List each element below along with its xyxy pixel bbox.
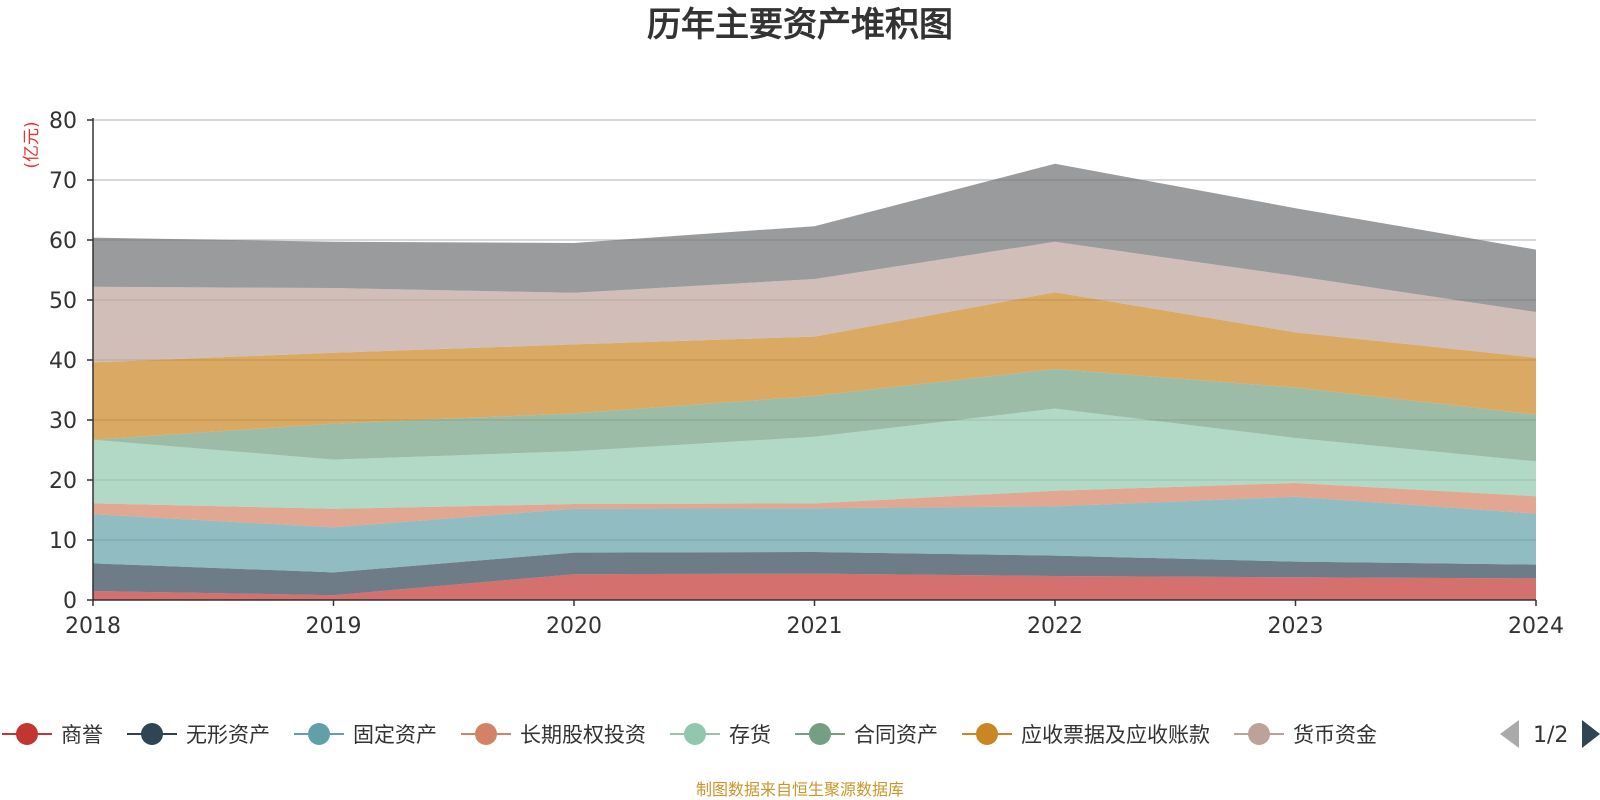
axes: 0 10 20 30 40 50 60 70 80 2018 2019 2020 2021 2022 202… (49, 109, 1564, 639)
legend-label: 长期股权投资 (520, 723, 646, 747)
area-series-8[interactable] (93, 163, 1536, 312)
chart-title: 历年主要资产堆积图 (647, 5, 953, 45)
legend-marker (976, 723, 998, 745)
legend-item-3[interactable]: 长期股权投资 (461, 723, 646, 747)
legend-label: 合同资产 (854, 723, 938, 747)
y-tick-label: 10 (49, 529, 77, 554)
x-tick-label: 2018 (65, 614, 121, 639)
legend-item-5[interactable]: 合同资产 (795, 723, 938, 747)
legend: 商誉 无形资产 固定资产 长期股权投资 存货 合同资产 应收票据及应收账款 货币资金 1/2 (2, 720, 1600, 748)
x-tick-label: 2021 (787, 614, 843, 639)
legend-next-icon[interactable] (1582, 720, 1600, 748)
y-tick-label: 20 (49, 469, 77, 494)
legend-marker (684, 723, 706, 745)
legend-marker (141, 723, 163, 745)
legend-marker (16, 723, 38, 745)
y-tick-label: 0 (63, 589, 77, 614)
x-tick-label: 2022 (1027, 614, 1083, 639)
legend-item-0[interactable]: 商誉 (2, 723, 103, 747)
legend-label: 货币资金 (1293, 723, 1377, 747)
area-series-6[interactable] (93, 292, 1536, 440)
area-series-3[interactable] (93, 483, 1536, 528)
legend-item-6[interactable]: 应收票据及应收账款 (962, 723, 1210, 747)
y-tick-label: 40 (49, 349, 77, 374)
legend-prev-icon[interactable] (1500, 720, 1519, 748)
y-tick-label: 30 (49, 409, 77, 434)
y-tick-label: 50 (49, 289, 77, 314)
legend-label: 存货 (729, 723, 771, 747)
legend-label: 无形资产 (186, 723, 270, 747)
legend-label: 固定资产 (353, 723, 437, 747)
y-tick-label: 80 (49, 109, 77, 134)
area-series-7[interactable] (93, 241, 1536, 363)
x-tick-label: 2024 (1508, 614, 1564, 639)
legend-marker (475, 723, 497, 745)
legend-label: 应收票据及应收账款 (1021, 723, 1210, 747)
legend-item-2[interactable]: 固定资产 (294, 723, 437, 747)
x-tick-label: 2020 (546, 614, 602, 639)
legend-item-4[interactable]: 存货 (670, 723, 771, 747)
area-series-0[interactable] (93, 573, 1536, 600)
area-series-1[interactable] (93, 552, 1536, 596)
legend-item-7[interactable]: 货币资金 (1234, 723, 1377, 747)
legend-marker (308, 723, 330, 745)
legend-label: 商誉 (61, 723, 103, 747)
area-series-2[interactable] (93, 496, 1536, 573)
series-areas (93, 163, 1536, 600)
data-source-note: 制图数据来自恒生聚源数据库 (696, 780, 904, 799)
y-tick-label: 70 (49, 169, 77, 194)
legend-marker (1248, 723, 1270, 745)
x-tick-label: 2023 (1268, 614, 1324, 639)
area-series-5[interactable] (93, 369, 1536, 462)
y-axis-unit-label: (亿元) (22, 121, 42, 168)
area-series-4[interactable] (93, 408, 1536, 509)
legend-item-1[interactable]: 无形资产 (127, 723, 270, 747)
y-tick-label: 60 (49, 229, 77, 254)
legend-marker (809, 723, 831, 745)
x-tick-label: 2019 (306, 614, 362, 639)
legend-page-indicator: 1/2 (1533, 723, 1568, 748)
